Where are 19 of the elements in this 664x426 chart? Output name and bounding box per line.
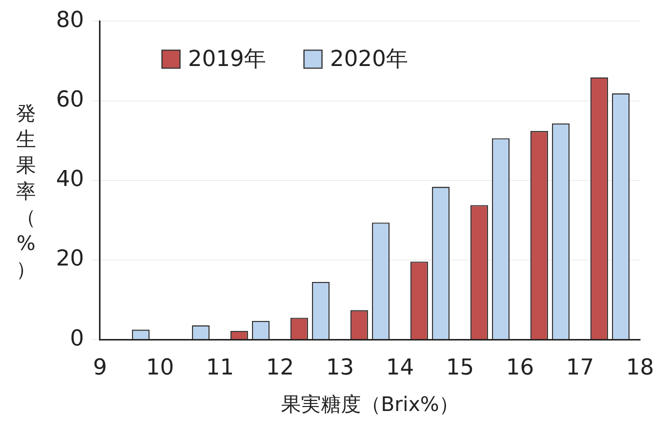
legend-label: 2020年 [330,46,408,72]
x-axis-title: 果実糖度（Brix%） [280,392,460,416]
y-tick-label: 80 [56,8,84,33]
x-tick-label: 16 [506,356,534,381]
x-tick-label: 17 [566,356,594,381]
x-tick-label: 9 [92,356,107,381]
y-tick-label: 40 [56,167,84,192]
x-tick-label: 12 [266,356,294,381]
y-tick-label: 0 [70,326,84,352]
legend-label: 2019年 [188,46,266,72]
y-tick-label: 20 [56,246,84,272]
x-tick-label: 11 [206,356,234,381]
x-tick-label: 14 [386,356,414,381]
y-tick-label: 60 [56,88,84,113]
x-tick-label: 13 [326,356,354,381]
x-tick-label: 10 [146,356,174,381]
x-tick-label: 15 [446,356,474,381]
x-tick-label: 18 [626,356,654,381]
y-axis-title: 発生果率（%） [15,100,37,282]
